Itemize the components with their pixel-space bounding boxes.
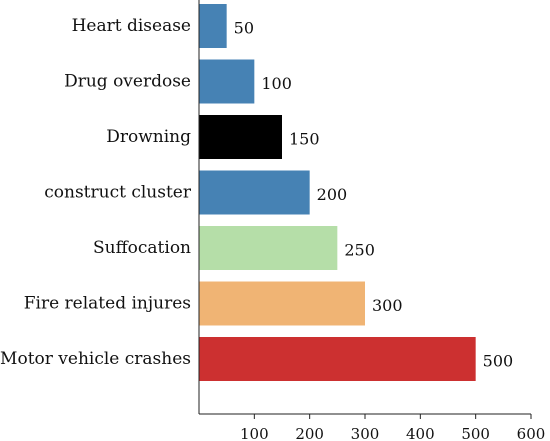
- value-label-drowning: 150: [289, 130, 320, 149]
- value-label-suffocation: 250: [344, 241, 375, 260]
- bar-construct-cluster: [199, 170, 310, 215]
- x-tick-label-400: 400: [406, 425, 435, 441]
- value-labels-group: 50 100 150 200 250 300 500: [234, 19, 514, 371]
- x-tick-label-200: 200: [295, 425, 324, 441]
- value-label-heart-disease: 50: [234, 19, 254, 38]
- x-tick-label-500: 500: [461, 425, 490, 441]
- category-label-drug-overdose: Drug overdose: [64, 72, 191, 92]
- category-label-drowning: Drowning: [106, 127, 191, 147]
- bar-drug-overdose: [199, 59, 255, 104]
- value-label-drug-overdose: 100: [261, 74, 292, 93]
- bar-fire-related-injures: [199, 281, 365, 326]
- bar-heart-disease: [199, 4, 227, 48]
- bars-group: [199, 4, 476, 381]
- bar-drowning: [199, 115, 282, 159]
- bar-motor-vehicle-crashes: [199, 337, 476, 381]
- bar-suffocation: [199, 226, 338, 270]
- value-label-motor-vehicle-crashes: 500: [483, 352, 514, 371]
- category-label-heart-disease: Heart disease: [72, 16, 191, 36]
- x-ticks-group: 100 200 300 400 500 600: [240, 414, 545, 441]
- value-label-fire-related-injures: 300: [372, 296, 403, 315]
- category-label-fire-related-injures: Fire related injures: [24, 294, 191, 314]
- category-labels-group: Heart disease Drug overdose Drowning constr…: [0, 16, 192, 369]
- category-label-motor-vehicle-crashes: Motor vehicle crashes: [0, 349, 191, 369]
- x-tick-label-300: 300: [351, 425, 380, 441]
- category-label-suffocation: Suffocation: [93, 238, 191, 258]
- x-tick-label-100: 100: [240, 425, 269, 441]
- x-tick-label-600: 600: [517, 425, 546, 441]
- value-label-construct-cluster: 200: [317, 185, 348, 204]
- category-label-construct-cluster: construct cluster: [44, 183, 192, 203]
